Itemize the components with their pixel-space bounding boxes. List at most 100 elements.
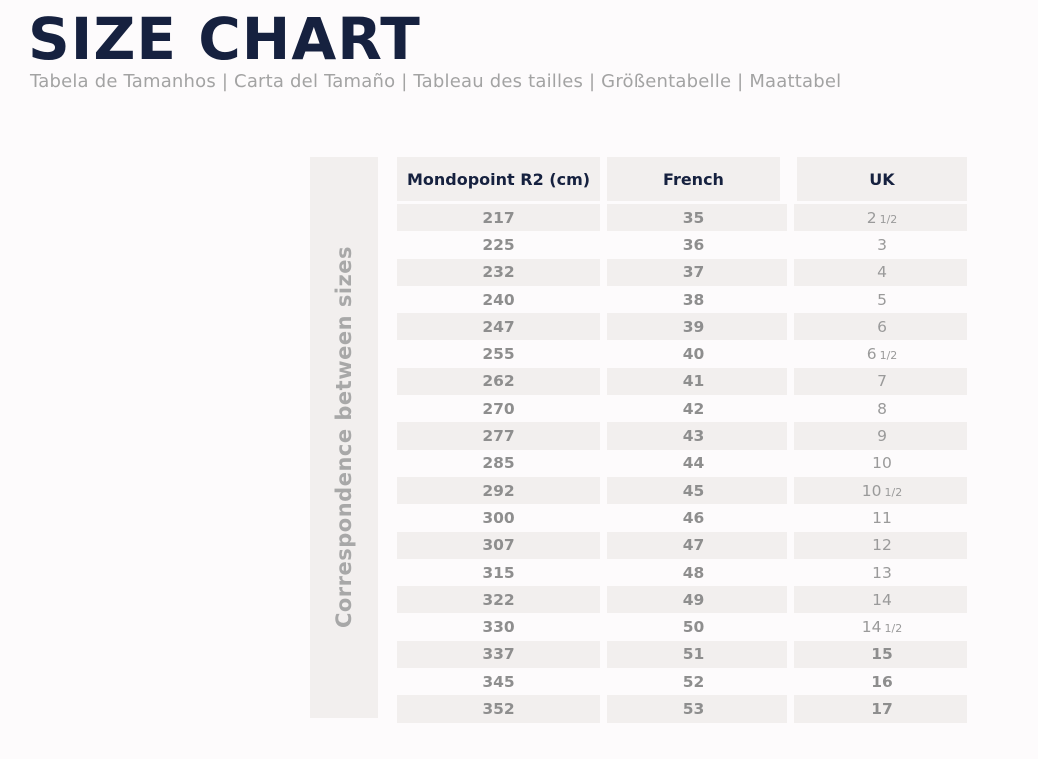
uk-size-value: 5 (877, 290, 887, 309)
cell-uk: 9 (797, 422, 967, 449)
uk-size-value: 17 (871, 699, 893, 718)
cell-french: 35 (682, 208, 705, 227)
cell-french: 37 (682, 263, 705, 282)
cell-french: 41 (682, 372, 705, 391)
uk-size-value: 3 (877, 235, 887, 254)
table-row: 270 42 8 (397, 395, 967, 422)
cell-french: 38 (682, 290, 705, 309)
cell-mondopoint: 255 (482, 345, 515, 364)
cell-french: 52 (682, 672, 705, 691)
uk-size-value: 13 (872, 563, 892, 582)
table-row: 277 43 9 (397, 422, 967, 450)
cell-uk: 17 (797, 695, 967, 722)
table-row: 300 46 11 (397, 504, 967, 531)
cell-french: 40 (682, 345, 705, 364)
cell-uk: 10 (797, 450, 967, 477)
page-subtitle: Tabela de Tamanhos | Carta del Tamaño | … (30, 71, 842, 92)
cell-uk: 11 (797, 504, 967, 531)
page-title: SIZE CHART (28, 5, 421, 73)
column-header-uk: UK (797, 157, 967, 201)
cell-uk: 12 (797, 532, 967, 559)
cell-uk: 4 (797, 259, 967, 286)
uk-size-value: 14 (872, 590, 892, 609)
cell-uk: 3 (797, 231, 967, 258)
cell-french: 48 (682, 563, 705, 582)
cell-french: 42 (682, 399, 705, 418)
cell-mondopoint: 285 (482, 454, 515, 473)
cell-mondopoint: 330 (482, 618, 515, 637)
table-row: 345 52 16 (397, 668, 967, 695)
column-gap (787, 258, 794, 286)
cell-french: 43 (682, 427, 705, 446)
table-row: 330 50 14 1/2 (397, 613, 967, 640)
column-gap (600, 313, 607, 341)
uk-size-value: 7 (877, 372, 887, 391)
uk-size-value: 10 (872, 454, 892, 473)
uk-size-value: 11 (872, 508, 892, 527)
uk-size-fraction: 1/2 (884, 485, 903, 499)
cell-uk: 6 (797, 313, 967, 340)
cell-mondopoint: 240 (482, 290, 515, 309)
column-gap (600, 695, 607, 723)
size-table-body: 217 35 2 1/2 225 36 3 232 37 4 240 38 5 247 39 6 255 40 6 1… (397, 204, 967, 723)
column-gap (787, 640, 794, 669)
cell-uk: 5 (797, 286, 967, 313)
cell-french: 50 (682, 618, 705, 637)
column-gap (787, 422, 794, 450)
cell-uk: 7 (797, 368, 967, 395)
table-row: 225 36 3 (397, 231, 967, 258)
cell-mondopoint: 225 (482, 235, 515, 254)
cell-mondopoint: 292 (482, 481, 515, 500)
cell-french: 49 (682, 590, 705, 609)
column-gap (787, 531, 794, 559)
uk-size-value: 16 (871, 672, 893, 691)
table-row: 247 39 6 (397, 313, 967, 341)
cell-french: 39 (682, 317, 705, 336)
column-gap (600, 531, 607, 559)
uk-size-value: 15 (871, 645, 893, 664)
cell-mondopoint: 217 (482, 208, 515, 227)
cell-uk: 10 1/2 (797, 477, 967, 504)
uk-size-value: 4 (877, 263, 887, 282)
cell-mondopoint: 262 (482, 372, 515, 391)
cell-french: 44 (682, 454, 705, 473)
column-gap (787, 367, 794, 396)
uk-size-fraction: 1/2 (884, 622, 903, 636)
column-gap (600, 367, 607, 396)
uk-size-value: 9 (877, 427, 887, 446)
cell-french: 51 (682, 645, 705, 664)
cell-uk: 13 (797, 559, 967, 586)
uk-size-value: 2 (866, 208, 877, 227)
cell-uk: 14 1/2 (797, 613, 967, 640)
column-gap (787, 476, 794, 505)
column-gap (787, 695, 794, 723)
column-gap (600, 204, 607, 232)
column-gap (600, 258, 607, 286)
side-label: Correspondence between sizes (332, 245, 356, 629)
table-row: 285 44 10 (397, 450, 967, 477)
column-header-mondopoint: Mondopoint R2 (cm) (397, 157, 600, 201)
cell-uk: 14 (797, 586, 967, 613)
cell-mondopoint: 300 (482, 508, 515, 527)
table-row: 262 41 7 (397, 367, 967, 396)
cell-uk: 15 (797, 641, 967, 668)
cell-mondopoint: 352 (482, 699, 515, 718)
cell-uk: 2 1/2 (797, 204, 967, 231)
cell-mondopoint: 315 (482, 563, 515, 582)
cell-uk: 6 1/2 (797, 340, 967, 367)
cell-french: 36 (682, 235, 705, 254)
column-header-french: French (607, 157, 780, 201)
cell-french: 53 (682, 699, 705, 718)
cell-mondopoint: 337 (482, 645, 515, 664)
uk-size-value: 8 (877, 399, 887, 418)
column-gap (787, 586, 794, 614)
uk-size-value: 10 (861, 481, 882, 500)
column-gap (787, 204, 794, 232)
table-row: 337 51 15 (397, 640, 967, 669)
table-row: 232 37 4 (397, 258, 967, 286)
table-row: 322 49 14 (397, 586, 967, 614)
cell-uk: 8 (797, 395, 967, 422)
uk-size-value: 6 (866, 345, 877, 364)
table-row: 307 47 12 (397, 531, 967, 559)
uk-size-fraction: 1/2 (879, 212, 898, 226)
